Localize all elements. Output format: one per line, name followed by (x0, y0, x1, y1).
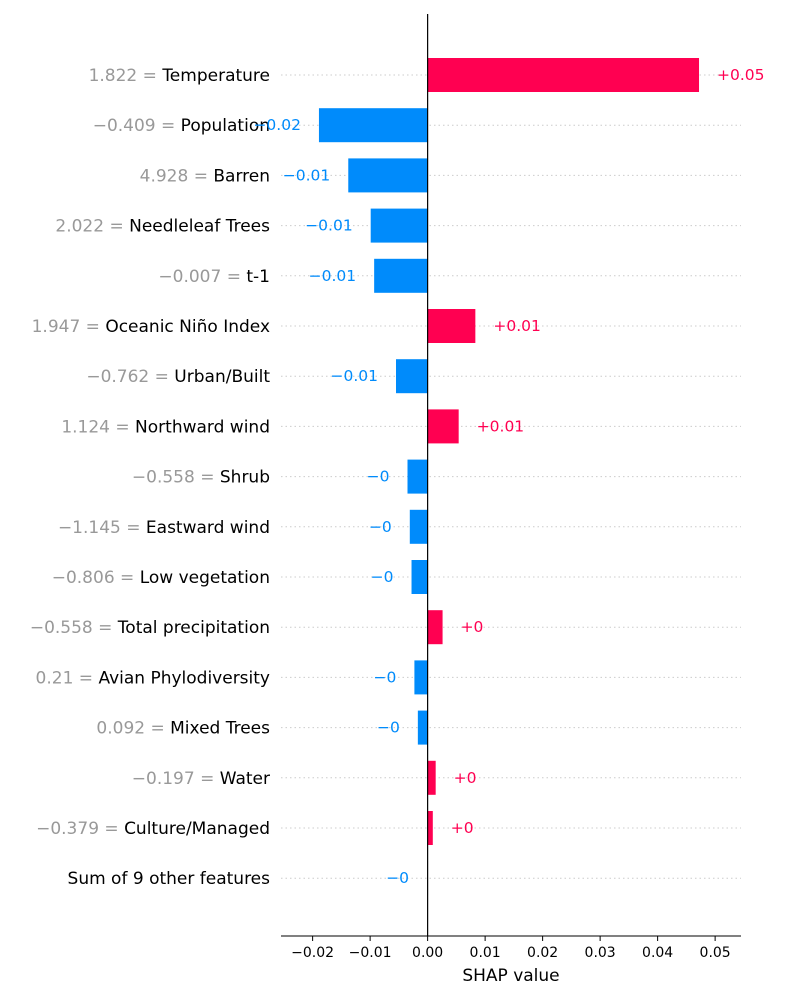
feature-label: 0.092 = Mixed Trees (96, 719, 270, 739)
shap-bar (427, 309, 476, 343)
feature-label: −0.558 = Shrub (132, 468, 270, 488)
value-label: −0 (369, 518, 392, 536)
shap-bar (427, 811, 433, 845)
feature-name: Water (220, 769, 270, 789)
shap-bar (417, 710, 428, 745)
value-label: +0 (454, 769, 477, 787)
feature-value: −1.145 = (58, 518, 146, 538)
feature-value: 0.21 = (36, 668, 99, 688)
feature-name: Low vegetation (140, 568, 270, 588)
feature-name: Northward wind (135, 417, 270, 437)
shap-bar (427, 760, 436, 795)
feature-value: 1.124 = (61, 417, 135, 437)
value-label: −0.01 (309, 267, 357, 285)
x-tick-label: 0.05 (700, 945, 731, 961)
feature-label: −0.806 = Low vegetation (52, 568, 270, 588)
feature-name: Population (181, 116, 270, 136)
feature-name: Barren (213, 166, 270, 186)
feature-value: −0.409 = (93, 116, 181, 136)
feature-value: −0.806 = (52, 568, 140, 588)
value-label: −0 (386, 869, 409, 887)
value-label: +0 (451, 819, 474, 837)
shap-bar (414, 660, 428, 695)
feature-value: 0.092 = (96, 719, 170, 739)
x-tick-label: 0.03 (585, 945, 616, 961)
shap-bar (411, 560, 428, 594)
value-label: +0 (461, 618, 484, 636)
feature-name: Oceanic Niño Index (105, 317, 270, 337)
x-axis: −0.02 −0.01 0.00 0.01 0.02 0.03 0.04 0.05 (281, 935, 741, 961)
feature-label: 1.124 = Northward wind (61, 417, 270, 437)
x-tick-label: 0.01 (470, 945, 501, 961)
feature-name: Shrub (220, 468, 270, 488)
value-label: −0 (374, 668, 397, 686)
value-labels: +0.05 −0.02 −0.01 −0.01 −0.01 +0.01 −0.01 +0.01… (253, 66, 764, 887)
x-tick-label: −0.02 (291, 945, 334, 961)
value-label: +0.01 (493, 317, 540, 335)
shap-bar (370, 208, 428, 243)
shap-bar (374, 258, 428, 293)
feature-label: 4.928 = Barren (140, 166, 270, 186)
feature-value: −0.762 = (86, 367, 174, 387)
value-label: −0 (367, 468, 390, 486)
shap-bar (427, 409, 459, 444)
value-label: +0.01 (477, 417, 525, 435)
feature-value: 2.022 = (55, 217, 129, 237)
feature-label: −1.145 = Eastward wind (58, 518, 270, 538)
feature-label: −0.007 = t-1 (158, 267, 270, 287)
feature-name: t-1 (246, 267, 270, 287)
feature-value: 4.928 = (140, 166, 214, 186)
bars (318, 58, 700, 896)
feature-label: 0.21 = Avian Phylodiversity (36, 668, 270, 688)
feature-label: −0.409 = Population (93, 116, 270, 136)
row-guides (281, 74, 741, 879)
shap-bar (396, 359, 428, 394)
value-label: −0.01 (331, 367, 379, 385)
feature-value: −0.197 = (132, 769, 220, 789)
feature-value: −0.558 = (132, 468, 220, 488)
shap-bar (348, 158, 428, 193)
feature-name: Total precipitation (117, 618, 270, 638)
feature-name: Culture/Managed (124, 819, 270, 839)
x-tick-label: −0.01 (349, 945, 392, 961)
feature-label: −0.558 = Total precipitation (30, 618, 270, 638)
feature-label: −0.379 = Culture/Managed (36, 819, 270, 839)
x-axis-title: SHAP value (462, 966, 559, 986)
feature-name: Sum of 9 other features (68, 869, 271, 889)
feature-value: −0.379 = (36, 819, 124, 839)
shap-bar (318, 108, 428, 143)
shap-bar (407, 459, 428, 494)
feature-value: 1.947 = (32, 317, 106, 337)
feature-label: −0.197 = Water (132, 769, 270, 789)
shap-bar (427, 58, 700, 92)
value-label: −0.01 (283, 166, 331, 184)
value-label: −0.02 (253, 116, 301, 134)
value-label: −0.01 (305, 217, 353, 235)
feature-label: −0.762 = Urban/Built (86, 367, 270, 387)
feature-name: Needleleaf Trees (129, 217, 270, 237)
x-tick-label: 0.04 (642, 945, 673, 961)
feature-labels: 1.822 = Temperature −0.409 = Population 4.… (30, 66, 270, 889)
shap-bar (409, 509, 428, 544)
feature-name: Avian Phylodiversity (98, 668, 270, 688)
feature-name: Temperature (161, 66, 270, 86)
value-label: −0 (377, 719, 400, 737)
shap-bar (427, 610, 443, 645)
feature-value: 1.822 = (89, 66, 163, 86)
x-tick-label: 0.02 (527, 945, 558, 961)
feature-label: 1.822 = Temperature (89, 66, 270, 86)
feature-label: 2.022 = Needleleaf Trees (55, 217, 270, 237)
value-label: −0 (371, 568, 394, 586)
feature-value: −0.558 = (30, 618, 118, 638)
x-tick-label: 0.00 (412, 945, 443, 961)
feature-label: Sum of 9 other features (68, 869, 271, 889)
feature-name: Eastward wind (146, 518, 270, 538)
feature-label: 1.947 = Oceanic Niño Index (32, 317, 270, 337)
feature-name: Urban/Built (174, 367, 270, 387)
value-label: +0.05 (717, 66, 765, 84)
feature-name: Mixed Trees (170, 719, 270, 739)
feature-value: −0.007 = (158, 267, 246, 287)
